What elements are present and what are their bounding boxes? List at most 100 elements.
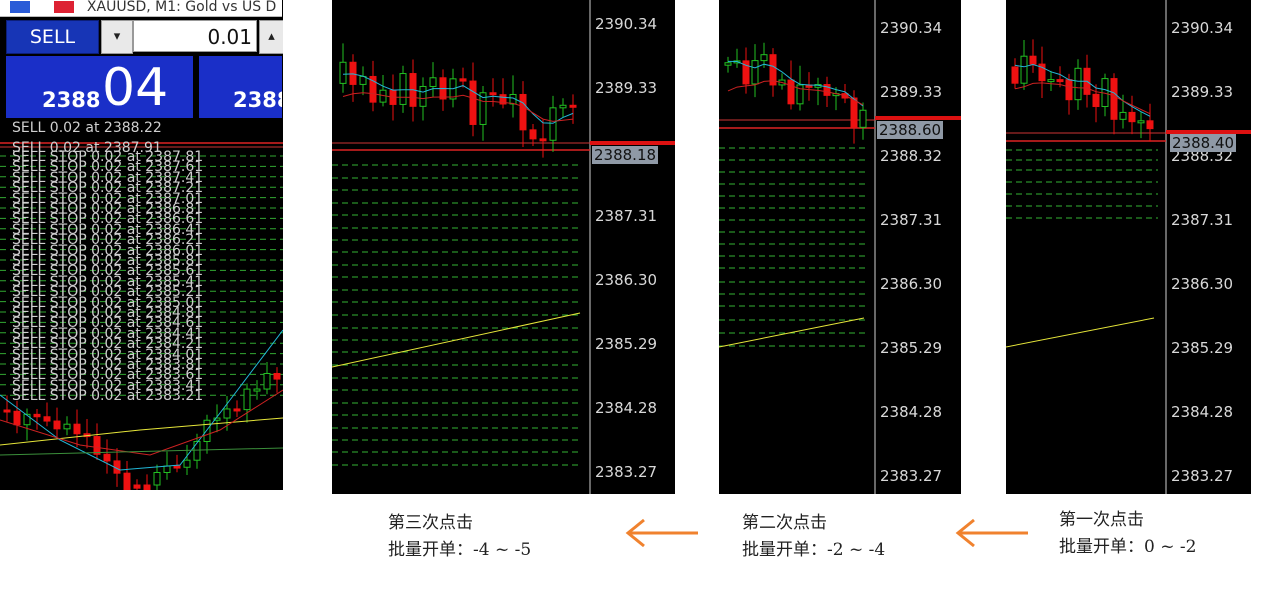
candle (1047, 70, 1055, 92)
candle (499, 78, 507, 109)
candle (339, 43, 347, 93)
caption-first-title: 第一次点击 (1059, 510, 1144, 530)
axis-tick-label: 2383.27 (880, 467, 943, 485)
moving-average-long (1006, 317, 1155, 348)
moving-average-fast (342, 73, 574, 124)
caption-third-title: 第三次点击 (388, 513, 473, 533)
left-chart-canvas (0, 142, 283, 490)
candle (193, 433, 201, 469)
sell-stop-order-label: SELL STOP 0.02 at 2384.01 (12, 346, 204, 363)
candle (439, 69, 447, 111)
axis-tick-label: 2389.33 (1171, 83, 1234, 101)
candle (13, 400, 21, 434)
sell-stop-order-label: SELL STOP 0.02 at 2386.81 (12, 201, 204, 217)
lot-increase-button[interactable]: ▴ (259, 20, 283, 54)
sell-stop-order-label: SELL STOP 0.02 at 2386.01 (12, 242, 204, 259)
candle (183, 444, 191, 476)
chart-second-click: 2390.34 2389.33 2388.32 2387.31 2386.30 2385.… (719, 0, 961, 494)
sell-stop-order-label: SELL STOP 0.02 at 2384.21 (12, 336, 204, 353)
axis-tick-label: 2388.32 (1171, 147, 1234, 165)
candle (1146, 103, 1154, 142)
axis-tick-label: 2385.29 (880, 339, 943, 357)
axis-tick-label: 2386.30 (1171, 275, 1234, 293)
candle (1038, 46, 1046, 98)
axis-tick-label: 2387.31 (595, 207, 658, 225)
candle (539, 119, 547, 158)
buy-price-prefix: 2388 (233, 88, 282, 112)
sell-stop-order-label: SELL STOP 0.02 at 2387.01 (12, 190, 204, 207)
moving-average-fast (1014, 63, 1151, 117)
candle (509, 75, 517, 118)
sell-stop-order-label: SELL STOP 0.02 at 2386.21 (12, 232, 204, 249)
candle (243, 383, 251, 423)
sell-stop-order-label: SELL STOP 0.02 at 2386.41 (12, 221, 204, 238)
lot-decrease-button[interactable]: ▾ (101, 20, 133, 54)
sell-position-label-2: SELL 0.02 at 2387.91 (12, 140, 162, 156)
candle (850, 90, 858, 144)
axis-tick-label: 2386.30 (880, 275, 943, 293)
left-chart-panel: XAUUSD, M1: Gold vs US D SELL ▾ 0.01 ▴ 2… (0, 0, 283, 490)
sell-stop-order-label: SELL STOP 0.02 at 2385.61 (12, 263, 204, 280)
window-title-bar: XAUUSD, M1: Gold vs US D (0, 0, 282, 17)
chart-third-canvas (332, 0, 675, 494)
sell-stop-order-label: SELL STOP 0.02 at 2387.21 (12, 180, 204, 197)
candle (1029, 39, 1037, 73)
candle (751, 44, 759, 98)
current-price-tag: 2388.40 (1170, 134, 1237, 152)
sell-stop-order-label: SELL STOP 0.02 at 2387.61 (12, 159, 204, 176)
candle (103, 439, 111, 474)
candle (569, 94, 577, 124)
candle (1020, 40, 1028, 90)
candle (519, 81, 527, 148)
sell-stop-order-label: SELL STOP 0.02 at 2385.81 (12, 253, 204, 269)
candle (469, 62, 477, 137)
candle (143, 474, 151, 490)
caption-first: 第一次点击 批量开单：0 ~ -2 (1059, 507, 1196, 561)
sell-stop-order-label: SELL STOP 0.02 at 2386.61 (12, 211, 204, 228)
chart-third-click: 2390.342389.332388.322387.312386.302385.… (332, 0, 675, 494)
candle (1128, 95, 1136, 135)
axis-tick-label: 2388.32 (880, 147, 943, 165)
caption-first-range: 批量开单：0 ~ -2 (1059, 537, 1197, 557)
candle (1110, 73, 1118, 135)
buy-price-tile[interactable]: 2388 (199, 56, 282, 118)
moving-average-fast (0, 329, 283, 471)
sell-stop-order-label: SELL STOP 0.02 at 2387.41 (12, 169, 204, 186)
candle (805, 72, 813, 101)
sell-button[interactable]: SELL (6, 20, 99, 54)
candle (379, 75, 387, 107)
candle (93, 423, 101, 460)
candle (33, 408, 41, 430)
candle (787, 60, 795, 110)
price-marker (590, 141, 675, 145)
current-price-tag: 2388.18 (592, 146, 659, 164)
moving-average-long (332, 312, 581, 368)
axis-tick-label: 2386.30 (595, 271, 658, 289)
candle (459, 67, 467, 88)
axis-tick-label: 2385.29 (595, 335, 658, 353)
candle (73, 409, 81, 448)
moving-average-slow (727, 80, 864, 106)
candle (489, 78, 497, 107)
candle (479, 85, 487, 141)
candle (273, 367, 281, 393)
candle (1137, 111, 1145, 139)
candle (559, 98, 567, 118)
sell-price-big: 04 (102, 58, 169, 118)
sell-stop-order-label: SELL STOP 0.02 at 2383.81 (12, 357, 204, 373)
candle (253, 380, 261, 400)
sell-stop-order-label: SELL STOP 0.02 at 2385.21 (12, 284, 204, 301)
candle (429, 62, 437, 98)
bars-icon (54, 1, 75, 13)
moving-average-slow (1014, 82, 1151, 115)
candle (529, 123, 537, 147)
current-price-tag: 2388.60 (877, 121, 944, 139)
chart-second-canvas (719, 0, 961, 494)
candle (173, 454, 181, 473)
sell-stop-order-label: SELL STOP 0.02 at 2385.01 (12, 294, 204, 311)
lot-size-input[interactable]: 0.01 (133, 20, 257, 52)
candle (1011, 58, 1019, 89)
chart-first-canvas (1006, 0, 1251, 494)
candle (359, 66, 367, 96)
sell-price-tile[interactable]: 2388 04 (6, 56, 193, 118)
